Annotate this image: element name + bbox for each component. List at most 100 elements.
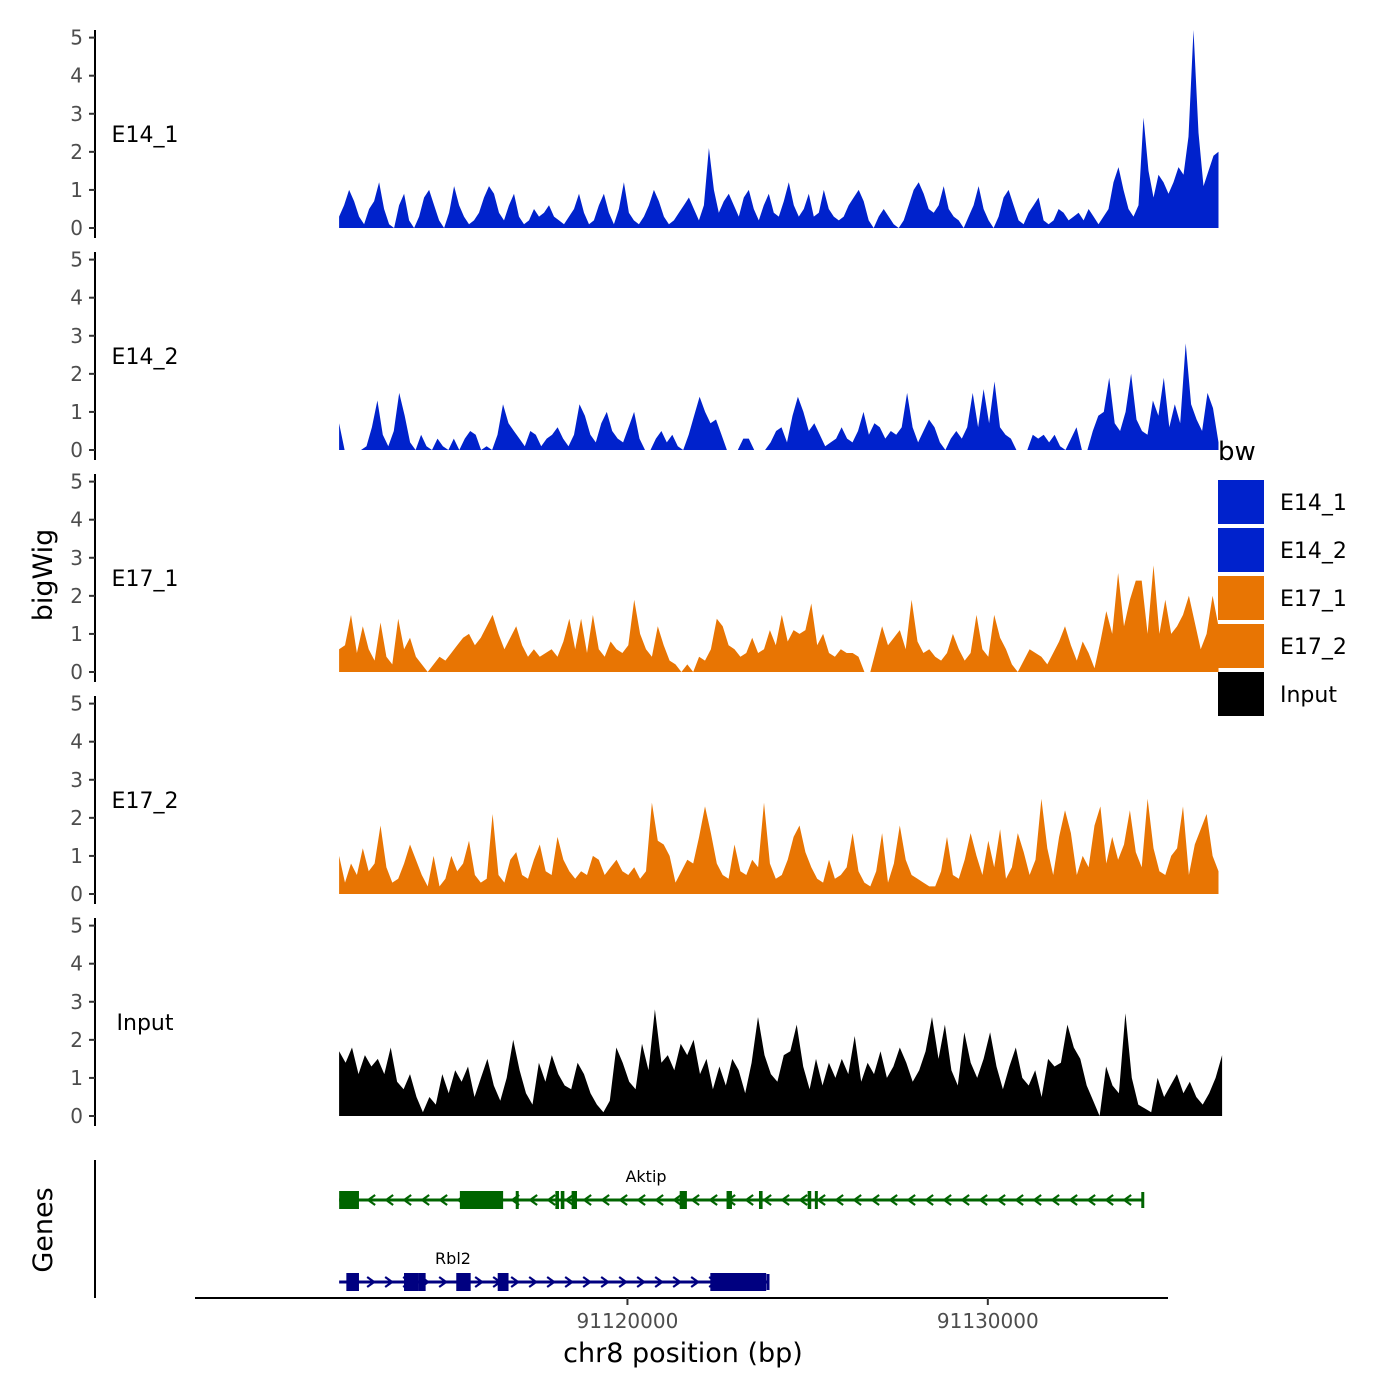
strand-arrow	[366, 1194, 376, 1206]
strand-arrow	[582, 1194, 592, 1206]
strand-arrow	[1086, 1194, 1096, 1206]
y-tick-label: 2	[70, 806, 83, 830]
legend-swatch-Input	[1218, 672, 1264, 716]
strand-arrow	[690, 1276, 701, 1288]
y-tick-label: 4	[70, 730, 83, 754]
y-tick-label: 4	[70, 286, 83, 310]
y-tick-label: 5	[70, 470, 83, 494]
strand-arrow	[762, 1194, 772, 1206]
strand-arrow	[780, 1194, 790, 1206]
strand-arrow	[1104, 1194, 1114, 1206]
strand-arrow	[834, 1194, 844, 1206]
strand-arrow	[744, 1194, 754, 1206]
gene-exon	[456, 1273, 471, 1291]
y-tick-label: 4	[70, 64, 83, 88]
track-label: E14_1	[112, 123, 179, 148]
legend-label: E17_2	[1280, 635, 1347, 660]
y-tick-label: 0	[70, 438, 83, 462]
legend-swatch-E17_2	[1218, 624, 1264, 668]
gene-track: Aktip Rbl2	[94, 1160, 1145, 1298]
y-tick-label: 1	[70, 178, 83, 202]
signal-tracks: 0 1 2 3 4 5 E14_1 0 1 2 3 4 5 E14_2 0 1 2 3 4 5 E17_1 0 1 2 3 4 5 E…	[70, 26, 1223, 1128]
gene-exon	[515, 1191, 519, 1209]
y-tick-label: 0	[70, 660, 83, 684]
y-tick-label: 0	[70, 216, 83, 240]
x-axis: 91120000 91130000	[195, 1297, 1168, 1333]
y-tick-label: 3	[70, 990, 83, 1014]
gene-exon	[459, 1191, 504, 1209]
strand-arrow	[618, 1194, 628, 1206]
strand-arrow	[528, 1194, 538, 1206]
x-tick-label: 91120000	[577, 1309, 679, 1333]
legend: bw E14_1 E14_2 E17_1 E17_2 Input	[1218, 437, 1347, 716]
track-label: E17_2	[112, 789, 179, 814]
track-label: E17_1	[112, 567, 179, 592]
track-label: E14_2	[112, 345, 179, 370]
genes-axis-title: Genes	[28, 1187, 59, 1272]
legend-swatch-E17_1	[1218, 576, 1264, 620]
gene-exon	[807, 1191, 812, 1209]
y-tick-label: 4	[70, 952, 83, 976]
y-tick-label: 1	[70, 844, 83, 868]
track-E14_2: 0 1 2 3 4 5 E14_2	[70, 248, 1219, 462]
x-tick-label: 91130000	[937, 1309, 1039, 1333]
strand-arrow	[690, 1194, 700, 1206]
strand-arrow	[870, 1194, 880, 1206]
gene-exon	[339, 1191, 359, 1209]
y-tick-label: 2	[70, 362, 83, 386]
y-axis-title: bigWig	[28, 529, 59, 622]
x-axis-title: chr8 position (bp)	[563, 1338, 803, 1369]
gene-label: Aktip	[625, 1167, 666, 1186]
signal-area-E14_1	[339, 30, 1219, 228]
y-tick-label: 5	[70, 248, 83, 272]
y-tick-label: 3	[70, 768, 83, 792]
gene-Aktip: Aktip	[339, 1167, 1145, 1209]
strand-arrow	[564, 1194, 574, 1206]
strand-arrow	[672, 1276, 683, 1288]
strand-arrow	[996, 1194, 1006, 1206]
gene-exon	[571, 1191, 577, 1209]
strand-arrow	[960, 1194, 970, 1206]
y-tick-label: 4	[70, 508, 83, 532]
track-E17_1: 0 1 2 3 4 5 E17_1	[70, 470, 1219, 684]
legend-label: E17_1	[1280, 587, 1347, 612]
legend-label: E14_1	[1280, 491, 1347, 516]
y-tick-label: 0	[70, 882, 83, 906]
strand-arrow	[528, 1276, 539, 1288]
gene-exon	[679, 1191, 687, 1209]
track-E14_1: 0 1 2 3 4 5 E14_1	[70, 26, 1219, 240]
track-label: Input	[117, 1011, 174, 1036]
strand-arrow	[600, 1276, 611, 1288]
strand-arrow	[654, 1194, 664, 1206]
y-tick-label: 5	[70, 692, 83, 716]
legend-swatch-E14_2	[1218, 528, 1264, 572]
strand-arrow	[1068, 1194, 1078, 1206]
track-E17_2: 0 1 2 3 4 5 E17_2	[70, 692, 1219, 906]
y-tick-label: 1	[70, 400, 83, 424]
strand-arrow	[906, 1194, 916, 1206]
strand-arrow	[384, 1194, 394, 1206]
track-Input: 0 1 2 3 4 5 Input	[70, 914, 1223, 1128]
strand-arrow	[1014, 1194, 1024, 1206]
strand-arrow	[438, 1276, 449, 1288]
y-tick-label: 2	[70, 140, 83, 164]
gene-exon	[418, 1273, 426, 1291]
gene-exon	[404, 1273, 419, 1291]
strand-arrow	[384, 1276, 395, 1288]
strand-arrow	[510, 1276, 521, 1288]
gene-exon	[560, 1191, 565, 1209]
strand-arrow	[546, 1194, 556, 1206]
strand-arrow	[672, 1194, 682, 1206]
gene-exon	[555, 1191, 559, 1209]
strand-arrow	[402, 1194, 412, 1206]
strand-arrow	[816, 1194, 826, 1206]
gene-exon	[346, 1273, 359, 1291]
strand-arrow	[1032, 1194, 1042, 1206]
signal-area-E14_2	[339, 343, 1219, 450]
strand-arrow	[888, 1194, 898, 1206]
strand-arrow	[618, 1276, 629, 1288]
strand-arrow	[636, 1276, 647, 1288]
gene-label: Rbl2	[435, 1249, 471, 1268]
signal-area-Input	[339, 1009, 1223, 1116]
